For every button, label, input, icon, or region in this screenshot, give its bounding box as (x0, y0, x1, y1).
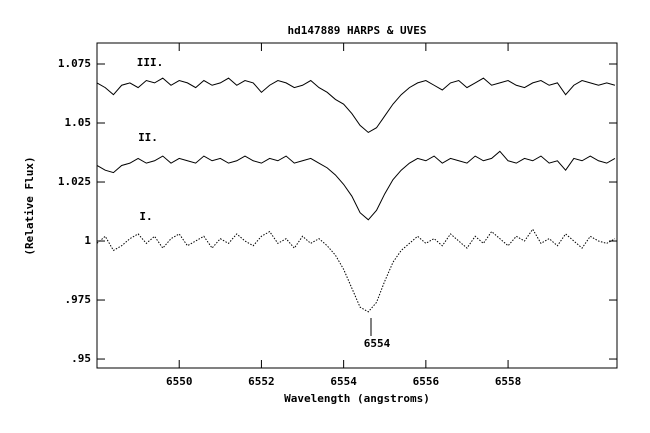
series-label: II. (138, 131, 158, 144)
x-tick-label: 6554 (330, 375, 357, 388)
y-axis-label: (Relative Flux) (23, 156, 36, 255)
x-axis-label: Wavelength (angstroms) (284, 392, 430, 405)
x-tick-label: 6552 (248, 375, 275, 388)
spectrum-line (96, 228, 616, 313)
y-tick-label: 1.025 (58, 175, 91, 188)
y-tick-label: 1.05 (65, 116, 92, 129)
y-tick-label: 1 (84, 234, 91, 247)
plot-frame (96, 42, 618, 369)
y-tick-label: .975 (65, 293, 92, 306)
y-tick-label: 1.075 (58, 57, 91, 70)
y-tick-label: .95 (71, 352, 91, 365)
x-tick-label: 6558 (495, 375, 522, 388)
chart-title: hd147889 HARPS & UVES (287, 24, 426, 37)
x-tick-label: 6550 (166, 375, 193, 388)
series-label: III. (137, 56, 164, 69)
annotation: 6554 (364, 337, 391, 350)
x-tick-label: 6556 (413, 375, 440, 388)
spectrum-line (96, 77, 616, 134)
spectrum-line (96, 150, 616, 221)
series-label: I. (139, 210, 152, 223)
